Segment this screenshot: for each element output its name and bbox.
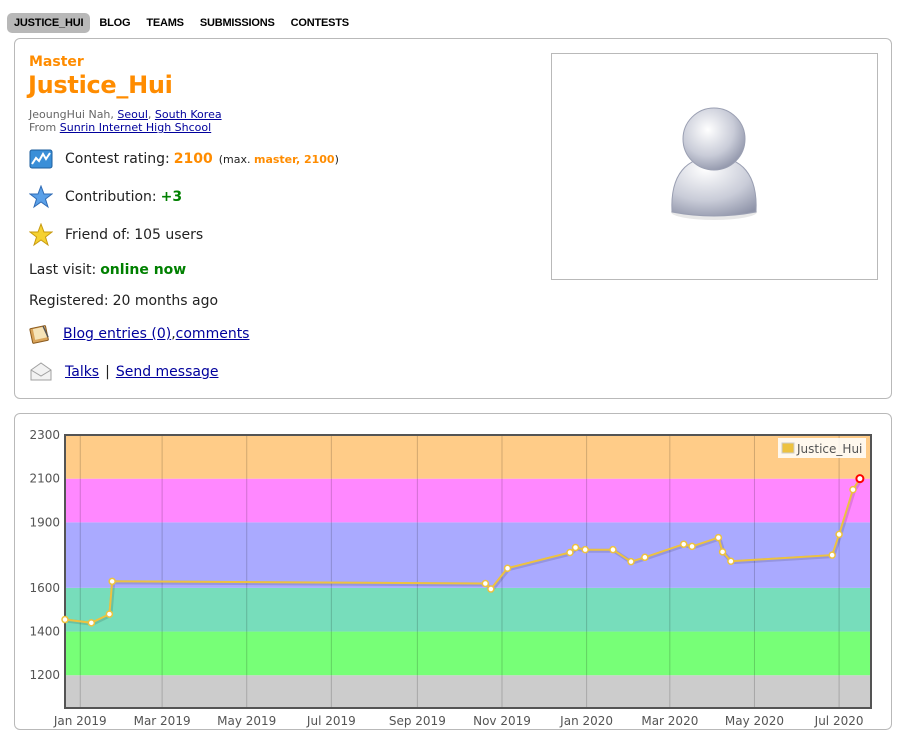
user-rank: Master xyxy=(29,54,84,70)
blog-row: Blog entries (0), comments xyxy=(29,323,249,345)
data-point xyxy=(503,564,512,572)
friends-row: Friend of: 105 users xyxy=(28,222,204,247)
country-link[interactable]: South Korea xyxy=(154,108,222,121)
legend-background xyxy=(778,438,866,458)
talks-row: Talks | Send message xyxy=(29,360,218,384)
rating-band-5 xyxy=(65,435,871,479)
nav-item-profile[interactable]: JUSTICE_HUI xyxy=(7,12,91,33)
x-tick-label: May 2019 xyxy=(217,714,276,728)
organization-link[interactable]: Sunrin Internet High Shcool xyxy=(59,121,212,134)
data-point xyxy=(61,615,69,624)
data-point xyxy=(571,543,580,552)
plot-border xyxy=(64,434,872,709)
contribution-value: +3 xyxy=(160,189,183,205)
x-tick-label: Mar 2019 xyxy=(134,714,191,728)
y-tick-label: 1400 xyxy=(29,625,60,639)
x-tick-label: Jan 2019 xyxy=(53,714,107,728)
comments-link[interactable]: comments xyxy=(175,326,250,342)
data-point xyxy=(679,540,688,548)
rating-band-3 xyxy=(65,522,871,588)
rating-value: 2100 xyxy=(173,151,213,167)
rating-chart-icon xyxy=(29,147,53,171)
nav-item-blog[interactable]: BLOG xyxy=(99,16,131,29)
data-point xyxy=(849,485,857,494)
y-tick-label: 2100 xyxy=(29,472,60,486)
y-tick-label: 1200 xyxy=(29,668,60,682)
data-point xyxy=(714,533,723,542)
data-point xyxy=(835,530,843,539)
friend-count: 105 users xyxy=(134,227,204,243)
rating-graph-card: 1200 1400 1600 1900 2100 2300 Jan 2019 Mar 2019… xyxy=(14,413,892,730)
x-tick-label: Jul 2019 xyxy=(306,714,356,728)
send-message-link[interactable]: Send message xyxy=(115,364,219,380)
data-point xyxy=(105,610,114,618)
online-status: online now xyxy=(100,262,187,278)
x-tick-label: Jul 2020 xyxy=(814,714,864,728)
rating-band-2 xyxy=(65,587,871,632)
data-point xyxy=(609,545,617,554)
blue-star-icon xyxy=(28,184,54,209)
user-organization-line: From Sunrin Internet High Shcool xyxy=(29,121,212,134)
user-handle: Justice_Hui xyxy=(28,71,173,99)
gold-star-icon xyxy=(28,222,54,247)
nav-item-contests[interactable]: CONTESTS xyxy=(290,16,349,29)
profile-card: Master Justice_Hui JeoungHui Nah, Seoul,… xyxy=(14,38,892,399)
envelope-icon xyxy=(29,360,53,384)
data-point xyxy=(108,577,116,586)
max-rating: (max. master, 2100) xyxy=(218,152,339,166)
data-point xyxy=(727,557,735,565)
data-point xyxy=(87,619,96,627)
contribution-row: Contribution: +3 xyxy=(28,184,183,209)
x-tick-label: Nov 2019 xyxy=(473,714,531,728)
y-tick-label: 2300 xyxy=(29,428,60,442)
registered-value: 20 months ago xyxy=(112,293,219,309)
series-line xyxy=(64,478,861,624)
x-tick-label: May 2020 xyxy=(725,714,784,728)
rating-band-0 xyxy=(65,675,871,708)
avatar-frame xyxy=(551,53,878,280)
rating-graph: 1200 1400 1600 1900 2100 2300 Jan 2019 Mar 2019… xyxy=(29,428,872,728)
nav-item-submissions[interactable]: SUBMISSIONS xyxy=(199,16,275,29)
last-visit-row: Last visit: online now xyxy=(29,262,187,278)
user-real-name: JeoungHui Nah xyxy=(29,108,111,121)
blog-book-icon xyxy=(29,323,51,345)
legend-label: Justice_Hui xyxy=(796,442,862,456)
rating-band-4 xyxy=(65,478,871,523)
x-tick-label: Jan 2020 xyxy=(559,714,613,728)
rating-band-1 xyxy=(65,631,871,676)
data-point xyxy=(828,551,836,559)
data-point xyxy=(855,474,865,484)
data-point xyxy=(688,542,696,551)
data-point xyxy=(627,557,635,566)
rating-row: Contest rating: 2100 (max. master, 2100) xyxy=(29,147,339,171)
city-link[interactable]: Seoul xyxy=(117,108,148,121)
data-point xyxy=(641,553,649,562)
data-point xyxy=(566,548,574,557)
talks-link[interactable]: Talks xyxy=(65,364,100,380)
user-location: JeoungHui Nah, Seoul, South Korea xyxy=(29,108,222,121)
data-point xyxy=(581,545,589,554)
legend-swatch xyxy=(781,442,795,454)
data-point xyxy=(481,579,490,588)
y-tick-label: 1900 xyxy=(29,515,60,529)
nav-item-teams[interactable]: TEAMS xyxy=(146,16,184,29)
data-point xyxy=(487,585,495,593)
data-point xyxy=(718,548,727,556)
profile-nav: JUSTICE_HUI BLOG TEAMS SUBMISSIONS CONTE… xyxy=(7,12,358,33)
blog-entries-link[interactable]: Blog entries (0) xyxy=(63,326,172,342)
x-tick-label: Mar 2020 xyxy=(641,714,698,728)
registered-row: Registered: 20 months ago xyxy=(29,293,219,309)
y-tick-label: 1600 xyxy=(29,581,60,595)
avatar-placeholder-icon xyxy=(671,107,757,220)
x-tick-label: Sep 2019 xyxy=(389,714,446,728)
